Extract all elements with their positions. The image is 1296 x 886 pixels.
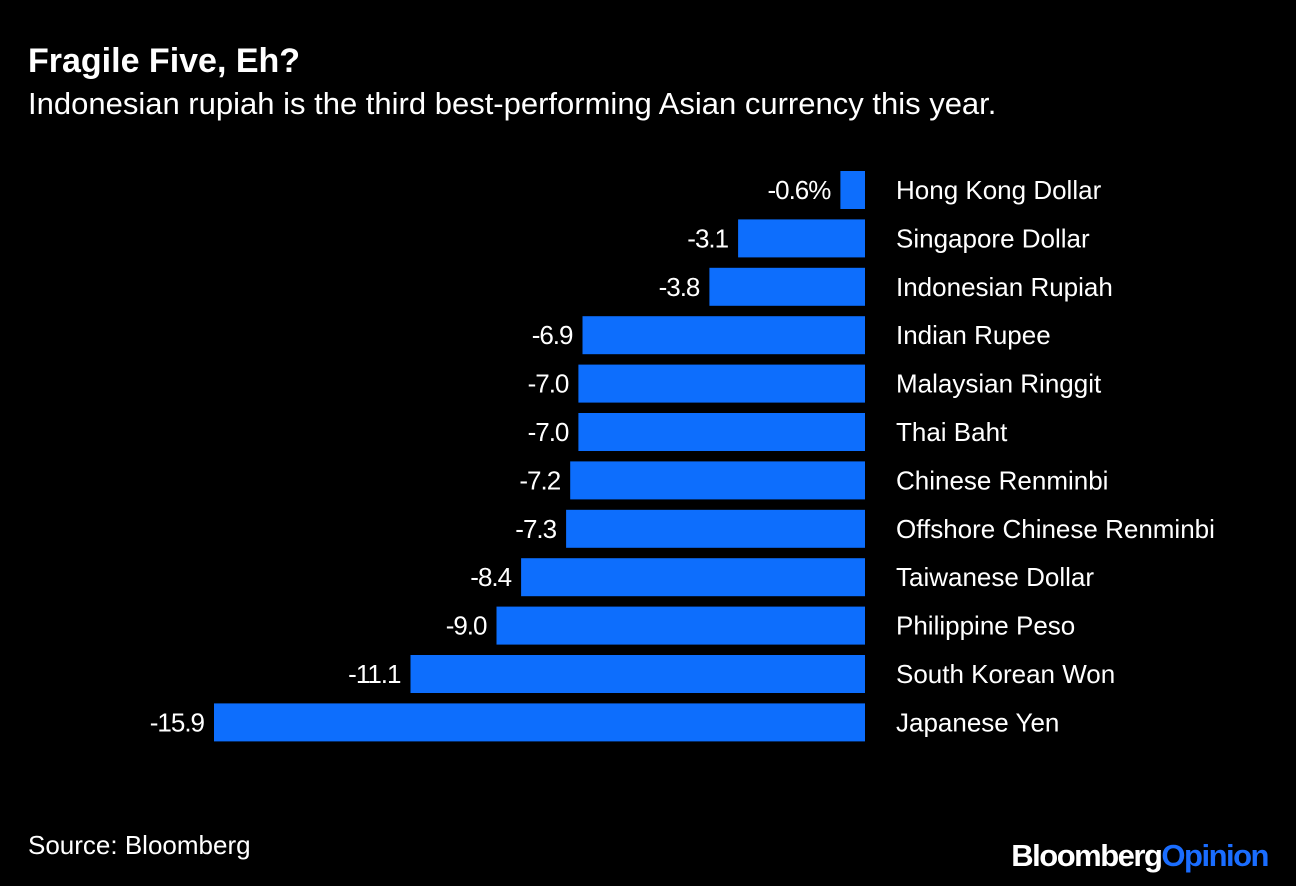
bar-singapore-dollar xyxy=(738,219,865,258)
value-label: -6.9 xyxy=(532,320,573,350)
value-label: -7.2 xyxy=(519,465,560,495)
category-label: Thai Baht xyxy=(896,417,1008,447)
value-label: -0.6% xyxy=(767,175,831,205)
value-label: -7.0 xyxy=(528,417,569,447)
category-label: Philippine Peso xyxy=(896,611,1075,641)
brand-logo-opinion: Opinion xyxy=(1161,838,1269,873)
bar-hong-kong-dollar xyxy=(840,171,865,209)
bar-malaysian-ringgit xyxy=(578,364,865,403)
category-label: Hong Kong Dollar xyxy=(896,175,1102,205)
value-label: -9.0 xyxy=(446,611,487,641)
chart-subtitle: Indonesian rupiah is the third best-perf… xyxy=(28,86,997,121)
bar-chart: -0.6% Hong Kong Dollar -3.1 Singapore Dolla… xyxy=(150,171,1215,742)
value-label: -7.3 xyxy=(515,514,556,544)
category-label: Japanese Yen xyxy=(896,707,1059,737)
bar-philippine-peso xyxy=(496,606,865,645)
category-label: Offshore Chinese Renminbi xyxy=(896,514,1215,544)
bar-thai-baht xyxy=(578,413,865,451)
value-label: -11.1 xyxy=(348,659,401,689)
category-label: Singapore Dollar xyxy=(896,223,1090,253)
category-label: Indian Rupee xyxy=(896,320,1051,350)
bar-south-korean-won xyxy=(410,655,865,693)
value-label: -15.9 xyxy=(150,707,205,737)
value-label: -7.0 xyxy=(528,369,569,399)
category-label: Taiwanese Dollar xyxy=(896,562,1094,592)
bar-chinese-renminbi xyxy=(570,461,865,500)
chart-title: Fragile Five, Eh? xyxy=(28,42,301,80)
brand-logo: BloombergOpinion xyxy=(1011,838,1269,874)
value-label: -8.4 xyxy=(470,562,511,592)
value-label: -3.8 xyxy=(659,272,700,302)
bar-offshore-chinese-renminbi xyxy=(566,509,865,548)
bar-taiwanese-dollar xyxy=(521,558,865,597)
source-note: Source: Bloomberg xyxy=(28,830,251,860)
category-label: Malaysian Ringgit xyxy=(896,369,1102,399)
bar-japanese-yen xyxy=(214,703,865,742)
category-label: Indonesian Rupiah xyxy=(896,272,1113,302)
category-label: Chinese Renminbi xyxy=(896,465,1108,495)
bar-indian-rupee xyxy=(582,316,865,355)
category-label: South Korean Won xyxy=(896,659,1115,689)
brand-logo-bloomberg: Bloomberg xyxy=(1011,838,1163,873)
bar-indonesian-rupiah xyxy=(709,267,865,306)
value-label: -3.1 xyxy=(687,223,728,253)
